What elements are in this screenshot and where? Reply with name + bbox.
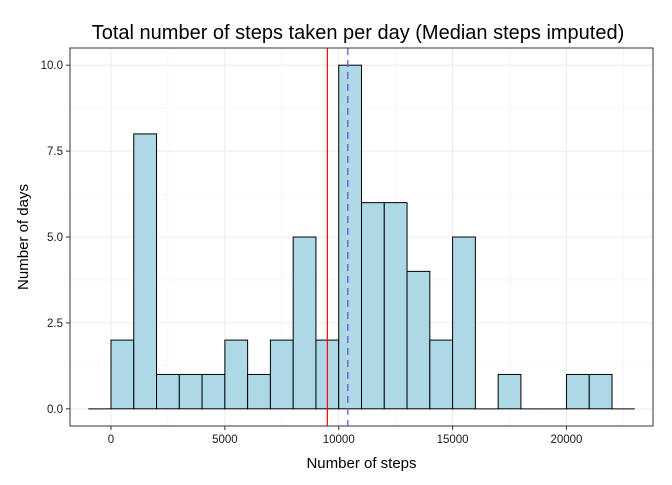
histogram-bar bbox=[269, 339, 294, 410]
chart-title: Total number of steps taken per day (Med… bbox=[92, 22, 625, 44]
y-tick-label: 2.5 bbox=[47, 318, 63, 330]
histogram-bar bbox=[338, 64, 362, 410]
histogram-bar bbox=[429, 339, 454, 410]
histogram-bar bbox=[292, 236, 317, 410]
histogram-bar bbox=[224, 339, 249, 410]
x-tick-label: 15000 bbox=[437, 434, 469, 446]
x-axis-title: Number of steps bbox=[306, 455, 416, 472]
x-tick-label: 10000 bbox=[323, 434, 355, 446]
histogram-bar bbox=[247, 373, 271, 410]
histogram-bar bbox=[497, 373, 522, 410]
histogram-bar bbox=[201, 373, 226, 410]
histogram-bar bbox=[133, 133, 158, 410]
axis-ticks: 0 5000 10000 15000 20000 0.0 2.5 5.0 7.5 10.0 bbox=[41, 60, 583, 446]
histogram-bar bbox=[156, 373, 180, 410]
y-tick-label: 7.5 bbox=[47, 146, 63, 158]
histogram-bar bbox=[178, 373, 203, 410]
y-tick-label: 10.0 bbox=[41, 60, 63, 72]
histogram-bar bbox=[588, 373, 613, 410]
reference-lines bbox=[326, 48, 349, 426]
histogram-bar bbox=[110, 339, 135, 410]
histogram-bar bbox=[452, 236, 476, 410]
y-tick-label: 0.0 bbox=[47, 404, 63, 416]
histogram-bar bbox=[406, 270, 431, 410]
histogram-bar bbox=[565, 373, 590, 410]
histogram-bar bbox=[361, 202, 385, 410]
x-tick-label: 20000 bbox=[550, 434, 582, 446]
x-tick-label: 5000 bbox=[212, 434, 238, 446]
y-axis-title: Number of days bbox=[15, 184, 32, 290]
y-tick-label: 5.0 bbox=[47, 232, 63, 244]
histogram-bars bbox=[88, 64, 635, 410]
x-tick-label: 0 bbox=[108, 434, 114, 446]
histogram-bar bbox=[383, 202, 408, 410]
